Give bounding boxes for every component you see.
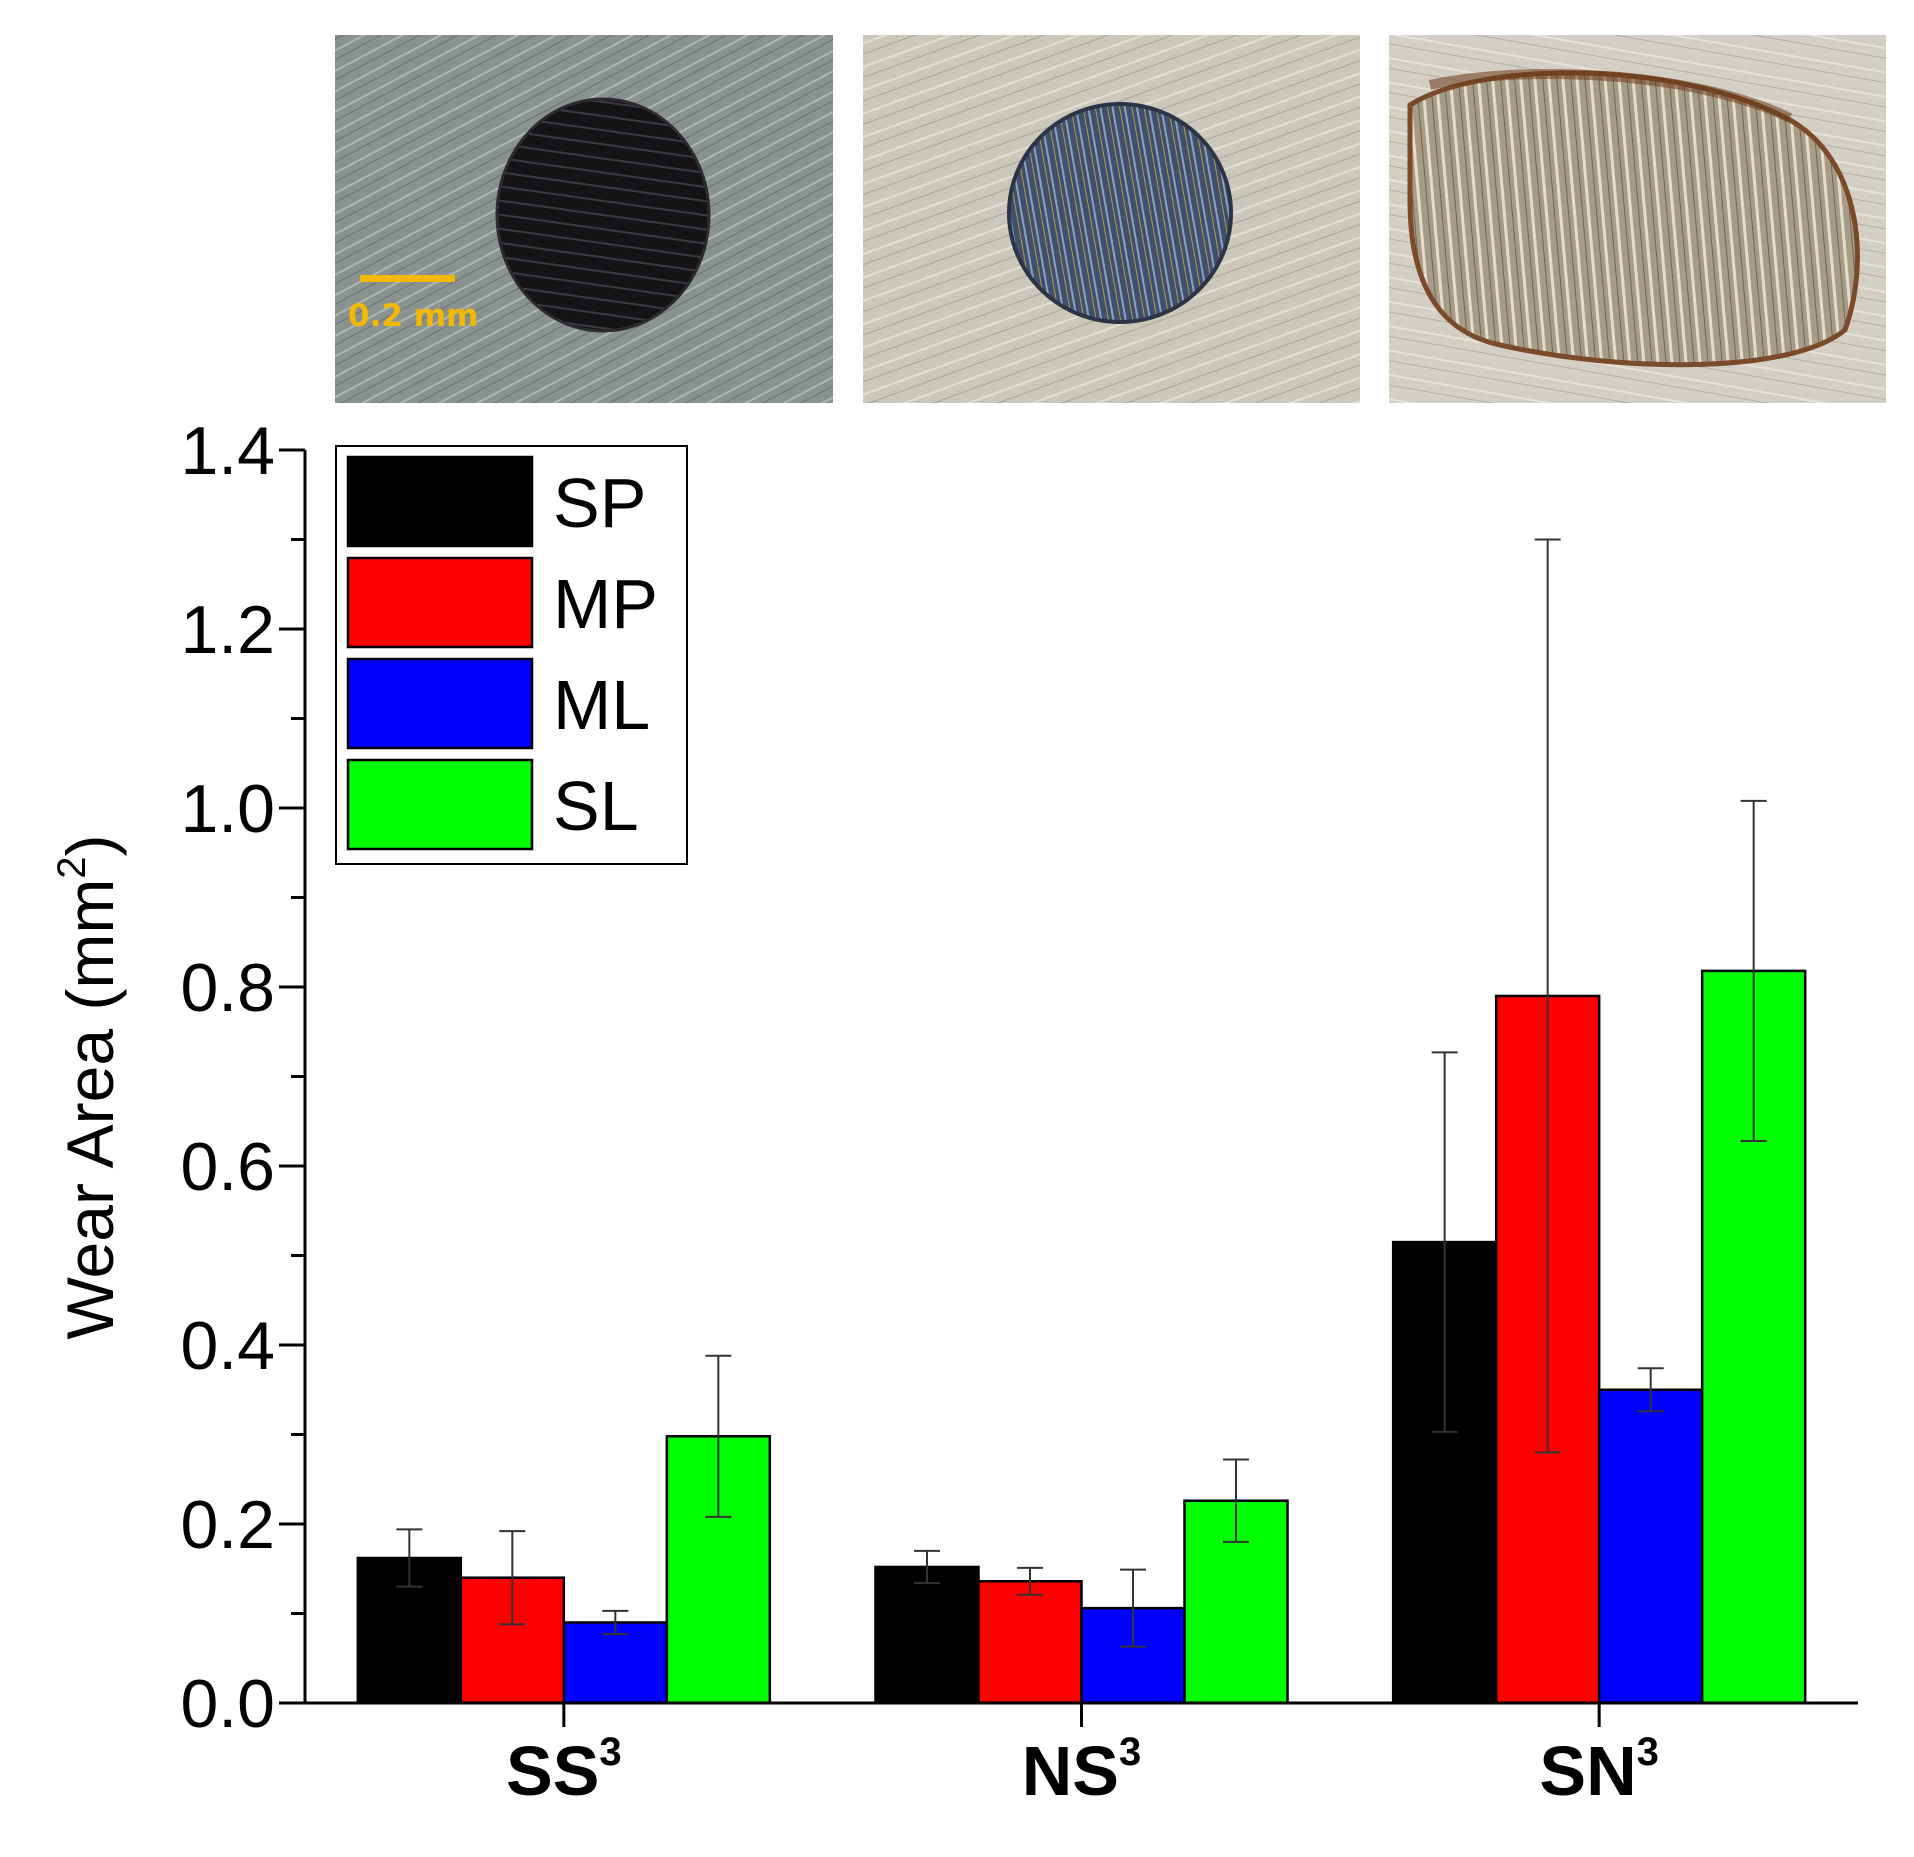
bars — [356, 969, 1807, 1705]
y-tick-label: 0.2 — [180, 1487, 275, 1563]
bar-mp-ns — [977, 1580, 1083, 1705]
legend-swatch-mp — [346, 556, 534, 649]
x-category-label-ss: SS3 — [506, 1730, 622, 1810]
error-bar-ml-sn — [1637, 1367, 1664, 1413]
y-tick-label: 1.2 — [180, 592, 275, 668]
bar-chart: 0.0 0.2 0.4 0.6 0.8 1.0 1.2 1.4 SS3 NS3 SN3 Wear … — [50, 413, 1858, 1810]
error-bar-ml-ss — [602, 1609, 629, 1636]
error-bar-sp-sn — [1431, 1051, 1458, 1433]
legend-label-sp: SP — [553, 464, 646, 542]
x-category-label-sn: SN3 — [1539, 1730, 1659, 1810]
y-tick-labels: 0.0 0.2 0.4 0.6 0.8 1.0 1.2 1.4 — [180, 413, 275, 1742]
micrograph-sn3 — [1389, 35, 1886, 403]
error-bar-sl-ss — [705, 1354, 732, 1518]
legend-label-sl: SL — [553, 767, 639, 845]
legend-swatch-sp — [346, 455, 534, 548]
wear-scar — [495, 97, 711, 333]
y-tick-label: 0.4 — [180, 1308, 275, 1384]
legend: SP MP ML SL — [335, 445, 688, 865]
error-bar-mp-ss — [499, 1530, 526, 1626]
y-tick-label: 1.0 — [180, 771, 275, 847]
scale-bar-label: 0.2 mm — [348, 298, 478, 334]
micrograph-ss3: 0.2 mm — [335, 35, 833, 403]
legend-label-ml: ML — [553, 666, 650, 744]
legend-swatch-ml — [346, 657, 534, 750]
error-bar-sp-ss — [396, 1528, 423, 1588]
legend-swatch-sl — [346, 758, 534, 851]
error-bar-sp-ns — [914, 1549, 940, 1585]
scale-bar — [360, 275, 455, 282]
x-category-labels: SS3 NS3 SN3 — [506, 1730, 1659, 1810]
y-tick-label: 0.8 — [180, 950, 275, 1026]
wear-scar — [1007, 102, 1233, 324]
error-bar-mp-ns — [1017, 1566, 1043, 1596]
legend-label-mp: MP — [553, 565, 658, 643]
x-category-label-ns: NS3 — [1022, 1730, 1142, 1810]
y-tick-label: 0.0 — [180, 1666, 275, 1742]
error-bar-sl-ns — [1223, 1458, 1249, 1543]
error-bar-ml-ns — [1120, 1568, 1146, 1648]
y-axis-title: Wear Area (mm2) — [50, 834, 127, 1339]
y-tick-label: 0.6 — [180, 1129, 275, 1205]
y-tick-label: 1.4 — [180, 413, 275, 489]
micrograph-ns3 — [863, 35, 1360, 403]
axes — [279, 448, 1858, 1727]
error-bar-mp-sn — [1534, 538, 1561, 1454]
bar-sp-ns — [874, 1565, 980, 1705]
error-bar-sl-sn — [1740, 799, 1767, 1142]
error-bars — [396, 538, 1767, 1648]
bar-ml-sn — [1597, 1388, 1704, 1705]
